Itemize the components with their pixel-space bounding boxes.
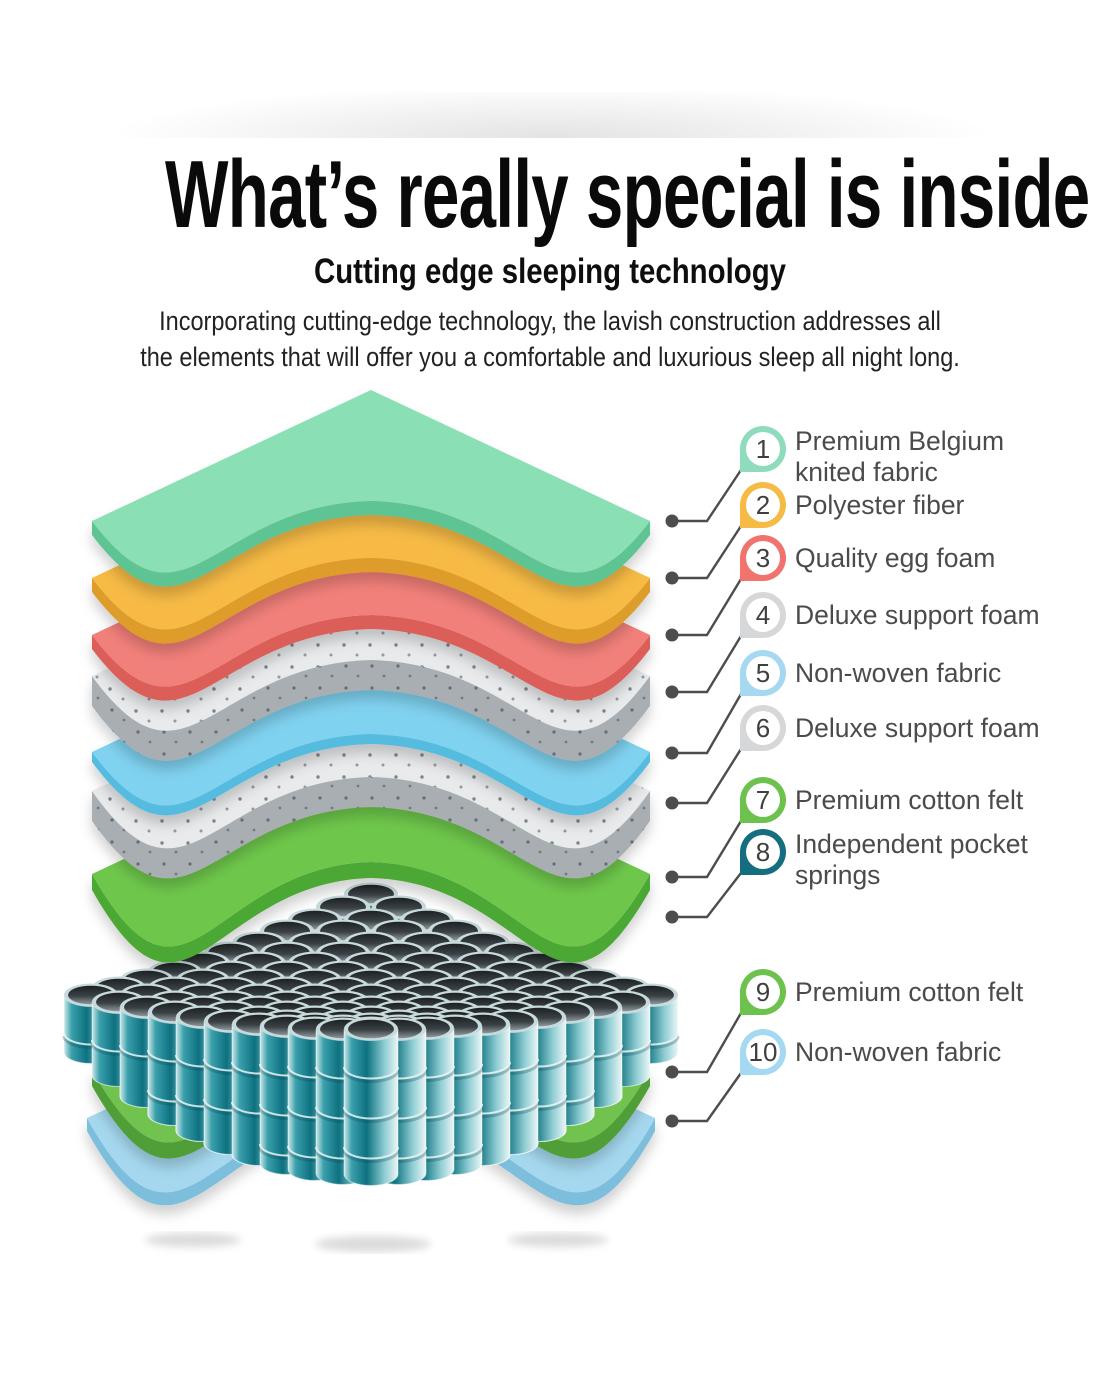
- layer-sheet-4-support-foam: [92, 545, 650, 761]
- layer-sheet-6-support-foam: [92, 660, 650, 879]
- connector-dot-6: [665, 796, 679, 810]
- connector-line-8: [672, 872, 742, 919]
- connector-line-3: [672, 578, 743, 637]
- connector-line-5: [672, 693, 743, 755]
- top-shadow-band: [60, 92, 1040, 138]
- connector-dot-9: [665, 1065, 679, 1079]
- connector-dot-5: [665, 746, 679, 760]
- description-line-1: Incorporating cutting-edge technology, t…: [159, 306, 941, 336]
- pocket-springs: [62, 882, 680, 1186]
- connector-dot-1: [665, 514, 679, 528]
- pocket-spring-coil: [342, 1017, 400, 1186]
- connector-line-4: [672, 635, 743, 694]
- connector-line-7: [672, 820, 743, 879]
- connector-line-9: [672, 1012, 743, 1074]
- layer-sheet-7-cotton-felt: [92, 743, 650, 963]
- connector-dot-2: [665, 571, 679, 585]
- connector-dot-7: [665, 870, 679, 884]
- description-line-2: the elements that will offer you a comfo…: [140, 342, 960, 372]
- page-subtitle: Cutting edge sleeping technology: [313, 252, 787, 291]
- ground-shadows: [145, 1233, 608, 1252]
- connector-dot-8: [665, 910, 679, 924]
- connector-line-2: [672, 525, 743, 580]
- connector-dot-10: [665, 1114, 679, 1128]
- connector-line-6: [672, 748, 743, 805]
- layer-sheet-2-polyester-fiber: [92, 447, 650, 644]
- connector-dot-3: [665, 628, 679, 642]
- connector-line-1: [672, 469, 742, 523]
- layer-sheet-3-egg-foam: [92, 504, 650, 701]
- connector-line-10: [672, 1072, 742, 1123]
- connector-lines: [665, 469, 743, 1128]
- layer-sheet-1-knitted-fabric: [92, 390, 650, 587]
- page-description: Incorporating cutting-edge technology, t…: [72, 303, 1029, 375]
- layer-sheet-5-non-woven-fabric: [92, 621, 650, 816]
- connector-dot-4: [665, 685, 679, 699]
